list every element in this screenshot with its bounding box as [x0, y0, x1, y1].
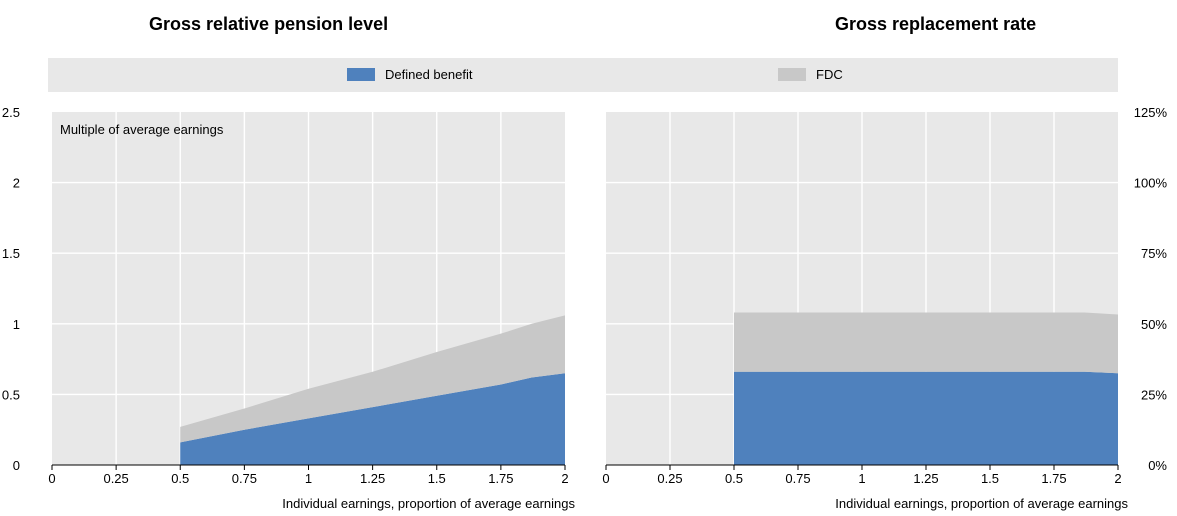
left-y-tick-label: 2.5 — [2, 105, 20, 120]
left-x-tick-label: 0.25 — [103, 471, 128, 486]
left-x-tick-label: 0.5 — [171, 471, 189, 486]
right-x-tick-label: 0.5 — [725, 471, 743, 486]
legend-swatch-fdc — [778, 68, 806, 81]
right-x-tick-label: 2 — [1114, 471, 1121, 486]
legend-label-fdc: FDC — [816, 67, 843, 82]
legend-label-defined-benefit: Defined benefit — [385, 67, 473, 82]
right-chart-title: Gross replacement rate — [835, 14, 1037, 34]
left-y-tick-label: 2 — [13, 176, 20, 191]
right-y-tick-label: 100% — [1134, 176, 1168, 191]
left-x-tick-label: 1.5 — [428, 471, 446, 486]
right-y-tick-label: 75% — [1141, 246, 1167, 261]
left-area-defined-benefit — [180, 373, 565, 465]
right-area-fdc — [734, 312, 1118, 374]
right-area-defined-benefit — [734, 371, 1118, 465]
right-x-tick-label: 0.75 — [785, 471, 810, 486]
left-x-tick-label: 0 — [48, 471, 55, 486]
left-y-tick-label: 1.5 — [2, 246, 20, 261]
left-x-tick-label: 1 — [305, 471, 312, 486]
legend-item-defined-benefit: Defined benefit — [347, 67, 472, 82]
right-x-tick-label: 0.25 — [657, 471, 682, 486]
right-y-tick-label: 50% — [1141, 317, 1167, 332]
left-y-tick-label: 0 — [13, 458, 20, 473]
left-x-tick-label: 2 — [561, 471, 568, 486]
left-y-tick-label: 0.5 — [2, 387, 20, 402]
right-x-tick-label: 1.25 — [913, 471, 938, 486]
legend-swatch-defined-benefit — [347, 68, 375, 81]
legend: Defined benefit FDC — [48, 58, 1118, 92]
legend-item-fdc: FDC — [778, 67, 843, 82]
left-x-tick-label: 0.75 — [232, 471, 257, 486]
right-y-tick-label: 0% — [1148, 458, 1167, 473]
right-x-tick-label: 1.5 — [981, 471, 999, 486]
left-x-tick-label: 1.75 — [488, 471, 513, 486]
left-x-axis-label: Individual earnings, proportion of avera… — [282, 496, 575, 511]
right-y-tick-label: 125% — [1134, 105, 1168, 120]
left-area-fdc — [180, 315, 565, 443]
right-x-tick-label: 0 — [602, 471, 609, 486]
left-annotation: Multiple of average earnings — [60, 122, 224, 137]
left-y-tick-label: 1 — [13, 317, 20, 332]
left-x-tick-label: 1.25 — [360, 471, 385, 486]
right-x-tick-label: 1 — [858, 471, 865, 486]
right-y-tick-label: 25% — [1141, 387, 1167, 402]
right-x-axis-label: Individual earnings, proportion of avera… — [835, 496, 1128, 511]
right-x-tick-label: 1.75 — [1041, 471, 1066, 486]
left-chart-title: Gross relative pension level — [149, 14, 389, 34]
